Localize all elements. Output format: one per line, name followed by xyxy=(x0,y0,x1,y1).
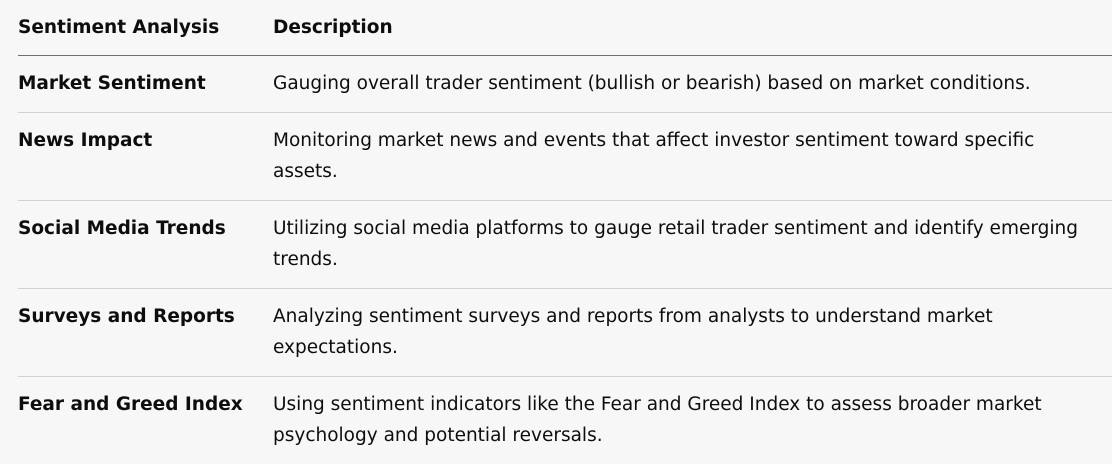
header-sentiment-analysis: Sentiment Analysis xyxy=(18,0,273,56)
table-row: Surveys and Reports Analyzing sentiment … xyxy=(18,289,1112,377)
row-name: Market Sentiment xyxy=(18,56,273,113)
header-row: Sentiment Analysis Description xyxy=(18,0,1112,56)
table-row: News Impact Monitoring market news and e… xyxy=(18,113,1112,201)
row-name: Social Media Trends xyxy=(18,201,273,289)
row-description: Analyzing sentiment surveys and reports … xyxy=(273,289,1112,377)
row-description: Using sentiment indicators like the Fear… xyxy=(273,377,1112,464)
table-row: Social Media Trends Utilizing social med… xyxy=(18,201,1112,289)
sentiment-table: Sentiment Analysis Description Market Se… xyxy=(18,0,1112,464)
header-description: Description xyxy=(273,0,1112,56)
row-name: Surveys and Reports xyxy=(18,289,273,377)
row-description: Gauging overall trader sentiment (bullis… xyxy=(273,56,1112,113)
table-row: Market Sentiment Gauging overall trader … xyxy=(18,56,1112,113)
row-description: Utilizing social media platforms to gaug… xyxy=(273,201,1112,289)
table-row: Fear and Greed Index Using sentiment ind… xyxy=(18,377,1112,464)
row-name: News Impact xyxy=(18,113,273,201)
row-name: Fear and Greed Index xyxy=(18,377,273,464)
row-description: Monitoring market news and events that a… xyxy=(273,113,1112,201)
